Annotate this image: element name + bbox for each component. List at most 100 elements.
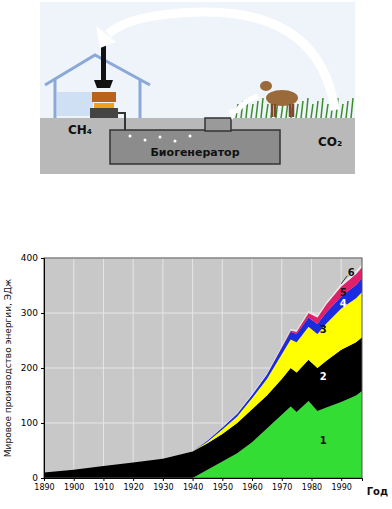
x-axis: 1890 1900 1910 1920 1930 1940 1950 1960 1970 1980… [34, 478, 362, 492]
tick: 1970 [272, 478, 292, 492]
tick-mark [341, 478, 342, 481]
tick-mark [222, 478, 223, 481]
area [44, 278, 362, 472]
house-wall [54, 80, 57, 118]
tick-mark [193, 478, 194, 481]
cycle-arrowhead [96, 26, 116, 48]
grid-line [192, 258, 193, 478]
grass [261, 98, 263, 118]
goat-leg [289, 104, 292, 117]
gas-bubble [129, 135, 132, 138]
gas-bubble [174, 140, 177, 143]
grid-line [44, 313, 362, 314]
goat-leg [292, 104, 295, 117]
grass [341, 104, 343, 118]
grass [316, 101, 318, 118]
tick-label: 1900 [64, 483, 84, 492]
tick: 1950 [213, 478, 233, 492]
plot-frame [44, 258, 362, 478]
tick-mark [252, 478, 253, 481]
tick-label: 1960 [242, 483, 262, 492]
tick: 1990 [332, 478, 352, 492]
flame [94, 103, 114, 108]
tick-mark [41, 258, 44, 259]
tick-mark [133, 478, 134, 481]
grass [351, 98, 353, 118]
axis-line [45, 479, 363, 482]
series-label: 2 [320, 371, 327, 382]
tick: 1940 [183, 478, 203, 492]
tick: 1960 [242, 478, 262, 492]
grass [306, 98, 308, 118]
grid-line [103, 258, 104, 478]
chart: 0100200300400189019001910192019301940195… [21, 253, 363, 491]
tick-label: 1910 [94, 483, 114, 492]
tick-label: 100 [21, 418, 38, 428]
pot [92, 92, 116, 102]
lamp-cap [94, 80, 113, 88]
page: БиогенераторCH₄CO₂0100200300400189019001… [0, 0, 392, 509]
tick: 200 [21, 363, 44, 373]
diagram-label: CO₂ [318, 135, 342, 149]
goat-head [260, 81, 272, 91]
tick: 1930 [153, 478, 173, 492]
series-labels: 123456 [320, 267, 355, 446]
goat-leg [271, 104, 274, 117]
series-label: 6 [348, 267, 355, 278]
tick: 400 [21, 253, 44, 263]
tick-label: 400 [21, 253, 38, 263]
diagram: Биогенератор CH₄ CO₂ [40, 2, 355, 174]
feed-arrow [236, 96, 258, 112]
tick-label: 300 [21, 308, 38, 318]
tick-mark [74, 478, 75, 481]
tick-mark [41, 313, 44, 314]
diagram-label: Биогенератор [150, 146, 239, 159]
tank-inlet [205, 118, 231, 131]
diagram-label: CH₄ [68, 123, 92, 137]
stove [90, 108, 118, 118]
tick-label: 1890 [34, 483, 54, 492]
tick: 100 [21, 418, 44, 428]
tick-label: 200 [21, 363, 38, 373]
goat-leg [274, 104, 277, 117]
areas [44, 264, 362, 478]
area [44, 267, 362, 472]
grass [266, 104, 268, 118]
tick-mark [311, 478, 312, 481]
tick-mark [103, 478, 104, 481]
tick: 300 [21, 308, 44, 318]
tick-mark [41, 423, 44, 424]
grass [346, 101, 348, 118]
house-window [57, 92, 93, 116]
house-wall [139, 80, 142, 118]
cycle-arrow [108, 12, 335, 110]
goat-body [266, 90, 298, 106]
series-label: 5 [340, 287, 347, 298]
grass [281, 104, 283, 118]
tick-label: 1980 [302, 483, 322, 492]
grass [326, 104, 328, 118]
tick: 1890 [34, 478, 54, 492]
gas-bubble [189, 135, 192, 138]
series-label: 1 [320, 435, 327, 446]
tick: 1910 [94, 478, 114, 492]
tick: 1920 [123, 478, 143, 492]
grass [251, 104, 253, 118]
grass [321, 98, 323, 118]
plot-background [44, 258, 362, 478]
grid-line [162, 258, 163, 478]
tick-label: 1940 [183, 483, 203, 492]
series-label: 3 [320, 324, 327, 335]
tick-mark [41, 478, 44, 479]
tick-label: 1950 [213, 483, 233, 492]
grass [296, 104, 298, 118]
axis-line [41, 259, 45, 479]
grid-line [73, 258, 74, 478]
tank [110, 130, 280, 164]
grass [256, 101, 258, 118]
gas-pipe [118, 113, 125, 130]
grid-line [133, 258, 134, 478]
grass [311, 104, 313, 118]
tick-label: 1990 [332, 483, 352, 492]
tick-mark [282, 478, 283, 481]
